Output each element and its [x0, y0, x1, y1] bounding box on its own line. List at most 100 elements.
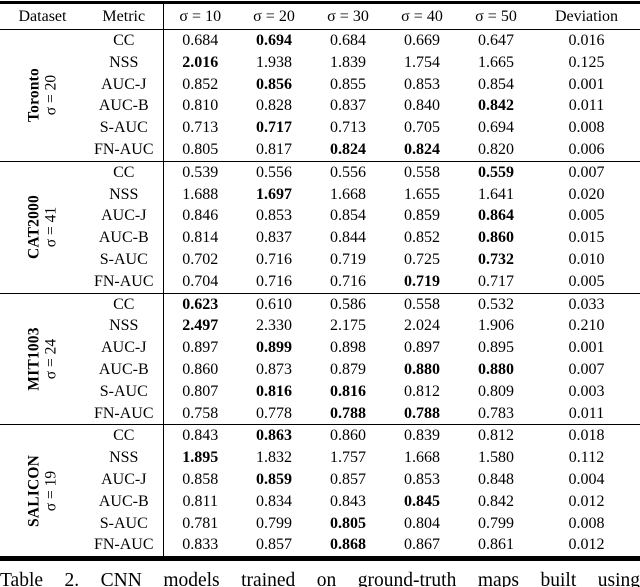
value-cell: 0.820: [478, 140, 514, 158]
metric-label: S-AUC: [99, 514, 148, 532]
metric-label: AUC-J: [101, 470, 147, 488]
value-cell: 0.853: [404, 470, 440, 488]
value-cell: 0.556: [237, 160, 311, 184]
dataset-group-label: MIT1003 σ = 24: [0, 292, 85, 425]
deviation-cell: 0.007: [568, 360, 605, 378]
value-cell: 2.024: [404, 317, 440, 335]
value-cell: 0.559: [459, 160, 533, 184]
table-row: NSS 2.497 2.330 2.175 2.024 1.906 0.210: [0, 315, 640, 338]
dataset-group-label: Toronto σ = 20: [0, 30, 85, 162]
value-cell: 2.175: [330, 317, 366, 335]
metric-label: AUC-B: [98, 360, 149, 378]
deviation-cell: 0.006: [568, 140, 605, 158]
value-cell: 1.641: [478, 185, 514, 203]
value-cell: 0.805: [162, 138, 237, 162]
table-row: FN-AUC 0.704 0.716 0.716 0.719 0.717 0.005: [0, 270, 640, 294]
value-cell: 0.856: [256, 75, 292, 93]
value-cell: 0.843: [330, 492, 366, 510]
value-cell: 0.816: [330, 382, 366, 400]
metric-label: FN-AUC: [93, 404, 154, 422]
value-cell: 1.697: [256, 185, 292, 203]
value-cell: 0.868: [330, 536, 366, 554]
value-cell: 1.906: [478, 317, 514, 335]
deviation-cell: 0.007: [533, 160, 640, 184]
deviation-cell: 0.005: [568, 207, 605, 225]
value-cell: 0.843: [162, 424, 237, 448]
value-cell: 0.788: [330, 404, 366, 422]
value-cell: 2.330: [256, 317, 292, 335]
header-sigma-30: σ = 30: [311, 2, 385, 30]
value-cell: 0.532: [459, 292, 533, 316]
value-cell: 0.811: [162, 490, 237, 513]
value-cell: 0.778: [256, 404, 292, 422]
value-cell: 1.580: [478, 449, 514, 467]
value-cell: 0.844: [330, 229, 366, 247]
deviation-cell: 0.005: [568, 272, 605, 290]
value-cell: 1.832: [256, 449, 292, 467]
value-cell: 1.895: [162, 447, 237, 469]
value-cell: 0.799: [478, 514, 514, 532]
deviation-cell: 0.210: [568, 317, 605, 335]
value-cell: 0.857: [256, 536, 292, 554]
value-cell: 1.655: [404, 185, 440, 203]
metric-label: CC: [85, 292, 163, 316]
value-cell: 0.897: [162, 337, 237, 359]
metric-label: FN-AUC: [93, 272, 154, 290]
metric-label: CC: [85, 160, 163, 184]
value-cell: 1.668: [330, 185, 366, 203]
deviation-cell: 0.033: [533, 292, 640, 316]
value-cell: 0.824: [404, 140, 440, 158]
value-cell: 0.717: [478, 272, 514, 290]
value-cell: 0.558: [385, 160, 459, 184]
table-row: Toronto σ = 20 CC 0.684 0.694 0.684 0.669 0.647…: [0, 29, 640, 122]
value-cell: 0.816: [256, 382, 292, 400]
table-header-row: Dataset Metric σ = 10 σ = 20 σ = 30 σ = …: [0, 2, 640, 30]
metric-label: AUC-B: [98, 229, 149, 247]
metric-label: AUC-J: [101, 75, 147, 93]
value-cell: 1.839: [330, 53, 366, 71]
deviation-cell: 0.001: [568, 75, 605, 93]
value-cell: 0.842: [478, 97, 514, 115]
metric-label: S-AUC: [99, 119, 148, 137]
value-cell: 0.853: [404, 75, 440, 93]
deviation-cell: 0.016: [568, 32, 605, 49]
dataset-group-label: SALICON σ = 19: [0, 424, 85, 559]
value-cell: 0.719: [404, 272, 440, 290]
value-cell: 0.781: [162, 512, 237, 535]
deviation-cell: 0.125: [568, 53, 605, 71]
deviation-cell: 0.001: [568, 339, 605, 357]
value-cell: 0.623: [162, 292, 237, 316]
value-cell: 0.880: [478, 360, 514, 378]
table-body: Toronto σ = 20 CC 0.684 0.694 0.684 0.669 0.647…: [0, 29, 640, 559]
deviation-cell: 0.011: [568, 404, 605, 422]
value-cell: 0.853: [256, 207, 292, 225]
table-row: AUC-B 0.860 0.873 0.879 0.880 0.880 0.007: [0, 358, 640, 381]
header-metric: Metric: [85, 2, 163, 30]
value-cell: 0.719: [330, 250, 366, 268]
header-sigma-20: σ = 20: [237, 2, 311, 30]
header-sigma-10: σ = 10: [162, 2, 237, 30]
header-sigma-50: σ = 50: [459, 2, 533, 30]
value-cell: 0.837: [256, 229, 292, 247]
table-row: NSS 1.688 1.697 1.668 1.655 1.641 0.020: [0, 183, 640, 206]
value-cell: 0.860: [478, 229, 514, 247]
deviation-cell: 0.003: [568, 382, 605, 400]
metric-label: FN-AUC: [93, 140, 154, 158]
dataset-name: CAT2000: [25, 195, 43, 260]
value-cell: 0.860: [162, 358, 237, 381]
value-cell: 0.539: [162, 160, 237, 184]
value-cell: 0.713: [330, 119, 366, 137]
value-cell: 0.839: [385, 424, 459, 448]
value-cell: 0.897: [404, 339, 440, 357]
value-cell: 0.858: [162, 468, 237, 491]
value-cell: 0.716: [256, 272, 292, 290]
value-cell: 0.805: [330, 514, 366, 532]
value-cell: 0.824: [330, 140, 366, 158]
deviation-cell: 0.008: [568, 514, 605, 532]
value-cell: 0.898: [330, 339, 366, 357]
value-cell: 0.610: [237, 292, 311, 316]
value-cell: 0.879: [330, 360, 366, 378]
value-cell: 0.859: [256, 470, 292, 488]
value-cell: 0.684: [162, 29, 237, 52]
table-row: AUC-J 0.858 0.859 0.857 0.853 0.848 0.004: [0, 468, 640, 491]
